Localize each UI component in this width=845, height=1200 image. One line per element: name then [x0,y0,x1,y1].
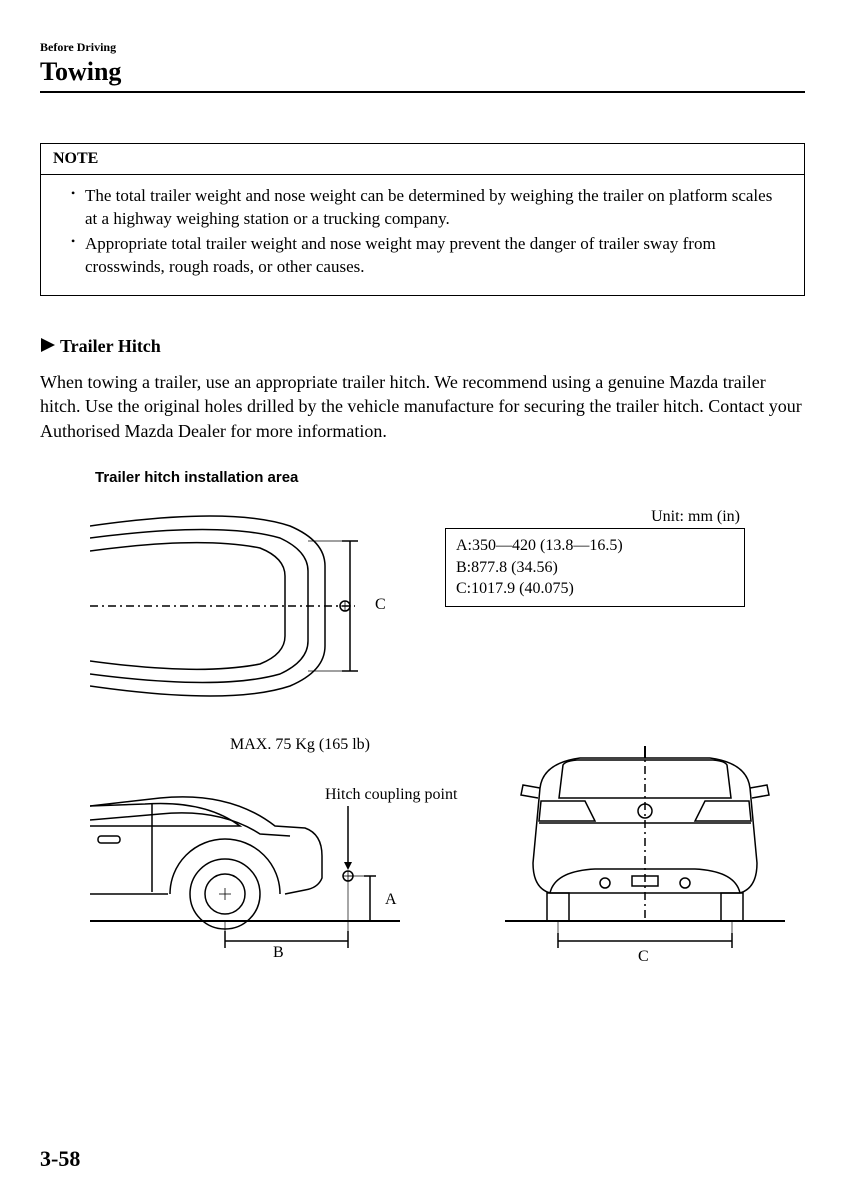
hitch-coupling-label: Hitch coupling point [325,786,457,804]
page-header: Before Driving Towing [40,40,805,93]
dimension-a: A [385,891,397,909]
subsection-title-text: Trailer Hitch [60,336,161,356]
diagram-area: C Unit: mm (in) A:350—420 (13.8—16.5) B:… [35,496,805,996]
note-item: Appropriate total trailer weight and nos… [71,233,786,279]
note-body: The total trailer weight and nose weight… [41,175,804,295]
max-weight-label: MAX. 75 Kg (165 lb) [230,736,370,754]
unit-label: Unit: mm (in) [651,508,740,526]
spec-line: C:1017.9 (40.075) [456,578,734,600]
section-label: Before Driving [40,40,805,55]
dimension-c-top: C [375,596,386,614]
spec-line: B:877.8 (34.56) [456,557,734,579]
top-view-diagram [90,496,420,716]
note-heading: NOTE [41,144,804,175]
body-paragraph: When towing a trailer, use an appropriat… [40,370,805,443]
note-box: NOTE The total trailer weight and nose w… [40,143,805,296]
spec-box: A:350—420 (13.8—16.5) B:877.8 (34.56) C:… [445,528,745,607]
side-view-diagram [90,746,400,961]
dimension-b: B [273,944,284,962]
diagram-title: Trailer hitch installation area [95,469,805,486]
rear-view-diagram [505,743,785,963]
page-number: 3-58 [40,1146,80,1172]
triangle-icon [40,337,56,358]
note-item: The total trailer weight and nose weight… [71,185,786,231]
page-title: Towing [40,57,805,93]
spec-line: A:350—420 (13.8—16.5) [456,535,734,557]
subsection-title: Trailer Hitch [40,336,805,358]
dimension-c-rear: C [638,948,649,966]
